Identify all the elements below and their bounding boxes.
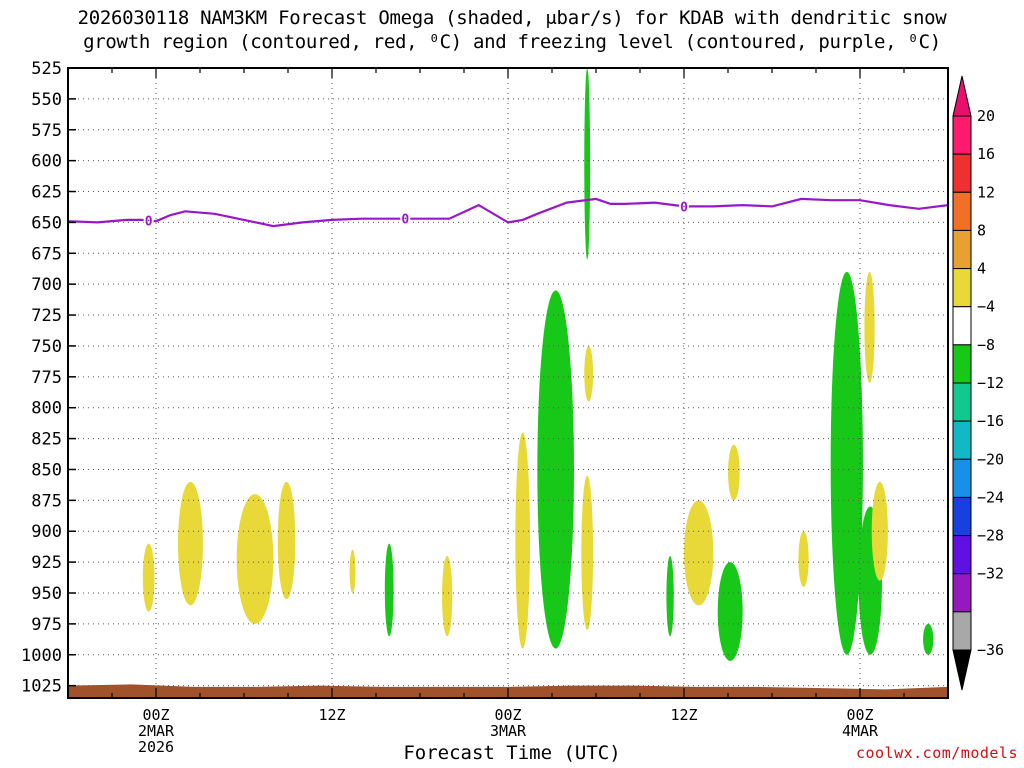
omega-region-14 <box>717 562 743 661</box>
x-tick-label: 3MAR <box>490 722 527 740</box>
omega-region-0 <box>142 543 155 612</box>
y-tick-label: 925 <box>31 553 62 573</box>
colorbar-label: −20 <box>977 450 1004 468</box>
colorbar-label: 20 <box>977 107 995 125</box>
y-tick-label: 575 <box>31 121 62 141</box>
colorbar-label: 4 <box>977 260 986 278</box>
omega-region-12 <box>666 555 674 637</box>
y-tick-label: 775 <box>31 368 62 388</box>
omega-regions <box>142 68 934 661</box>
freezing-label-bg <box>679 198 689 215</box>
y-axis: 525 550 575 600 625 650 675 700 725 750 775 800 825 8… <box>21 59 76 697</box>
x-tick-label: 12Z <box>318 706 345 724</box>
colorbar-label: −8 <box>977 336 995 354</box>
omega-region-1 <box>178 481 203 606</box>
y-tick-label: 625 <box>31 183 62 203</box>
x-tick-label: 00Z <box>142 706 169 724</box>
freezing-level-line <box>67 197 949 228</box>
x-tick-label: 2MAR <box>138 722 175 740</box>
colorbar-label: −32 <box>977 565 1004 583</box>
freezing-level-label: 0 <box>145 215 153 230</box>
colorbar-label: −12 <box>977 374 1004 392</box>
y-tick-label: 700 <box>31 275 62 295</box>
x-tick-label: 12Z <box>670 706 697 724</box>
colorbar-swatch-8 <box>952 420 972 460</box>
freezing-level-label: 0 <box>401 213 409 228</box>
y-tick-label: 950 <box>31 584 62 604</box>
colorbar-label: −4 <box>977 298 995 316</box>
chart-title: 2026030118 NAM3KM Forecast Omega (shaded… <box>77 7 947 29</box>
omega-region-15 <box>728 444 740 501</box>
omega-region-8 <box>537 290 575 649</box>
y-tick-label: 750 <box>31 337 62 357</box>
y-tick-label: 825 <box>31 430 62 450</box>
colorbar-top-triangle <box>952 75 972 117</box>
omega-region-11 <box>584 68 591 260</box>
omega-region-17 <box>830 271 863 655</box>
colorbar-swatch-9 <box>952 458 972 498</box>
omega-region-20 <box>871 481 888 581</box>
colorbar-swatch-1 <box>952 153 972 193</box>
colorbar-bottom-triangle <box>952 649 972 691</box>
colorbar-swatch-5 <box>952 306 972 346</box>
x-tick-label: 00Z <box>494 706 521 724</box>
credit-text: coolwx.com/models <box>855 744 1018 762</box>
colorbar-label: 16 <box>977 145 995 163</box>
x-tick-label: 4MAR <box>842 722 879 740</box>
y-tick-label: 800 <box>31 399 62 419</box>
y-tick-label: 875 <box>31 491 62 511</box>
y-tick-label: 725 <box>31 306 62 326</box>
x-tick-label: 00Z <box>846 706 873 724</box>
colorbar-label: −16 <box>977 412 1004 430</box>
chart-subtitle: growth region (contoured, red, ⁰C) and f… <box>83 31 941 53</box>
y-tick-label: 550 <box>31 90 62 110</box>
freezing-level-layer: 0 0 0 <box>67 197 949 230</box>
colorbar-label: 8 <box>977 221 986 239</box>
y-tick-label: 1025 <box>21 677 62 697</box>
colorbar-swatch-7 <box>952 382 972 422</box>
colorbar-swatch-0 <box>952 115 972 155</box>
omega-region-4 <box>349 549 356 593</box>
y-tick-label: 850 <box>31 460 62 480</box>
colorbar-swatch-4 <box>952 268 972 308</box>
colorbar-label: −24 <box>977 488 1004 506</box>
colorbar-swatch-13 <box>952 611 972 651</box>
freezing-level-label: 0 <box>680 200 688 215</box>
colorbar-swatch-6 <box>952 344 972 384</box>
colorbar-label: −36 <box>977 641 1004 659</box>
omega-region-2 <box>236 494 274 624</box>
colorbar: 20 16 12 8 4 −4 −8 −12 −16 −20 −24 −28 −32 −36 <box>952 75 1004 691</box>
omega-region-3 <box>277 481 296 600</box>
y-tick-label: 975 <box>31 615 62 635</box>
colorbar-swatch-12 <box>952 573 972 613</box>
colorbar-swatch-2 <box>952 191 972 231</box>
x-axis-label: Forecast Time (UTC) <box>403 742 621 764</box>
y-tick-label: 675 <box>31 244 62 264</box>
y-tick-label: 1000 <box>21 646 62 666</box>
colorbar-label: −28 <box>977 527 1004 545</box>
omega-region-9 <box>581 475 594 631</box>
omega-region-5 <box>384 543 394 637</box>
freezing-label-bg <box>400 210 411 227</box>
colorbar-swatch-3 <box>952 229 972 270</box>
y-tick-label: 600 <box>31 152 62 172</box>
omega-region-21 <box>923 623 934 655</box>
x-tick-label: 2026 <box>138 738 174 756</box>
freezing-label-bg <box>143 212 154 229</box>
omega-region-6 <box>442 555 453 637</box>
omega-region-13 <box>684 500 714 606</box>
colorbar-label: 12 <box>977 183 995 201</box>
omega-region-19 <box>864 271 875 383</box>
y-tick-label: 525 <box>31 59 62 79</box>
y-tick-label: 900 <box>31 522 62 542</box>
grid-lines <box>68 67 948 698</box>
omega-region-7 <box>515 432 531 649</box>
colorbar-swatch-11 <box>952 535 972 575</box>
colorbar-swatch-10 <box>952 496 972 537</box>
omega-region-10 <box>584 345 594 402</box>
omega-region-16 <box>798 531 809 587</box>
y-tick-label: 650 <box>31 213 62 233</box>
